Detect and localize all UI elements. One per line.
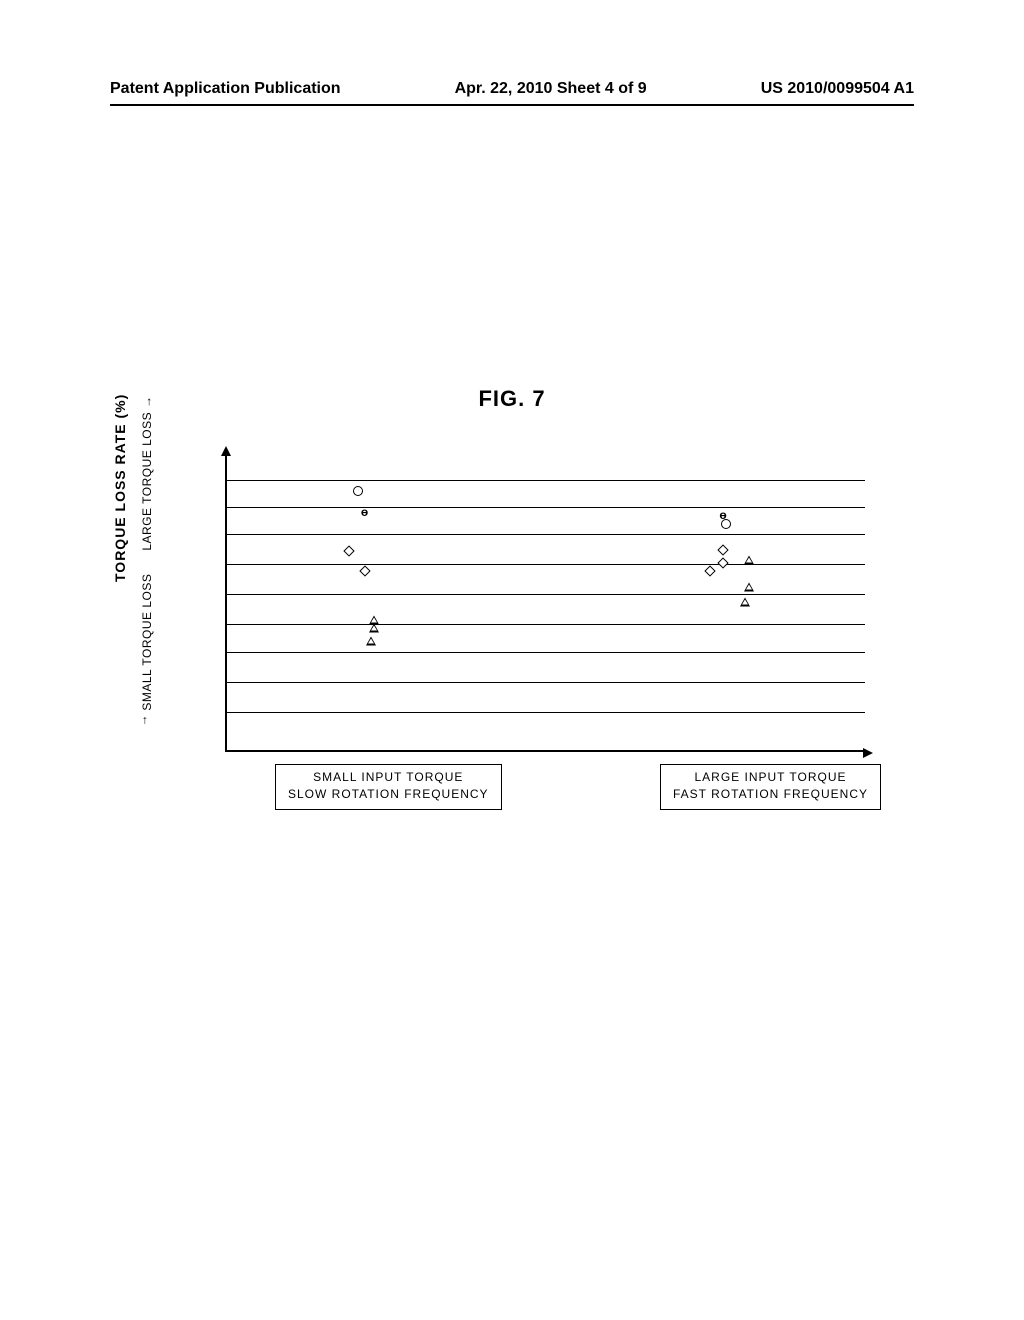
gridline (227, 507, 865, 508)
data-marker (353, 486, 363, 496)
x-label-left: SMALL INPUT TORQUE SLOW ROTATION FREQUEN… (275, 764, 502, 810)
data-marker (366, 637, 376, 646)
y-arrow-up-icon: → (140, 396, 154, 409)
header-right: US 2010/0099504 A1 (761, 80, 914, 98)
y-axis-direction-labels: ← SMALL TORQUE LOSS LARGE TORQUE LOSS → (140, 427, 154, 727)
data-marker (717, 557, 728, 568)
gridline (227, 652, 865, 653)
gridline (227, 564, 865, 565)
y-axis-upper-label: LARGE TORQUE LOSS (140, 412, 154, 551)
data-marker (369, 623, 379, 632)
x-label-left-line1: SMALL INPUT TORQUE (288, 769, 489, 786)
gridline (227, 624, 865, 625)
data-marker (705, 565, 716, 576)
data-marker (343, 545, 354, 556)
chart: TORQUE LOSS RATE (%) ← SMALL TORQUE LOSS… (170, 452, 870, 832)
axis-arrow-right-icon (863, 748, 873, 758)
plot-area: ɵɵ (225, 452, 865, 752)
gridline (227, 534, 865, 535)
data-marker (744, 556, 754, 565)
x-label-left-line2: SLOW ROTATION FREQUENCY (288, 786, 489, 803)
header-rule (110, 104, 914, 106)
data-marker (744, 583, 754, 592)
header-center: Apr. 22, 2010 Sheet 4 of 9 (455, 80, 647, 98)
gridline (227, 594, 865, 595)
y-axis-lower-label: SMALL TORQUE LOSS (140, 574, 154, 711)
figure-title: FIG. 7 (110, 386, 914, 412)
axis-arrow-up-icon (221, 446, 231, 456)
data-marker (717, 544, 728, 555)
gridline (227, 682, 865, 683)
y-arrow-down-icon: ← (140, 715, 154, 728)
header-left: Patent Application Publication (110, 80, 341, 98)
data-marker: ɵ (360, 507, 370, 517)
gridline (227, 480, 865, 481)
gridline (227, 712, 865, 713)
data-marker: ɵ (718, 510, 728, 520)
x-label-right: LARGE INPUT TORQUE FAST ROTATION FREQUEN… (660, 764, 881, 810)
data-marker (359, 565, 370, 576)
x-label-right-line2: FAST ROTATION FREQUENCY (673, 786, 868, 803)
data-marker (740, 598, 750, 607)
y-axis-label: TORQUE LOSS RATE (%) (112, 394, 128, 582)
page: Patent Application Publication Apr. 22, … (0, 0, 1024, 1320)
page-header: Patent Application Publication Apr. 22, … (110, 80, 914, 98)
x-label-right-line1: LARGE INPUT TORQUE (673, 769, 868, 786)
